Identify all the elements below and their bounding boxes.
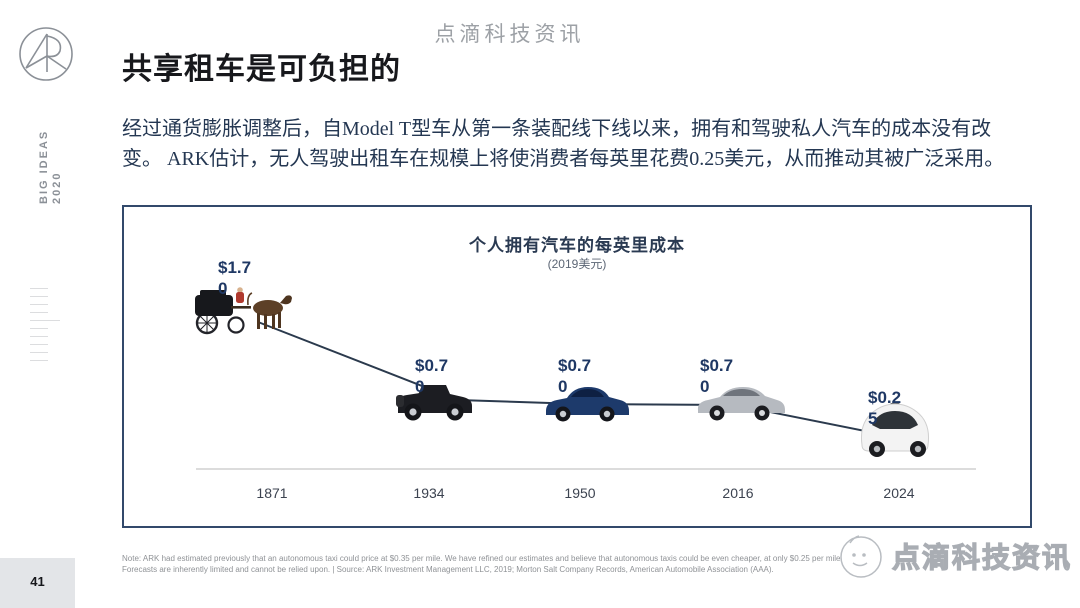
autonomous-pod-icon xyxy=(861,403,929,457)
page-title: 共享租车是可负担的 xyxy=(122,53,401,86)
header-watermark-text: 点滴科技资讯 xyxy=(434,22,585,46)
value-label-1950: $0.70 xyxy=(558,356,592,396)
footnote-line-1: Note: ARK had estimated previously that … xyxy=(122,554,843,563)
footnote: Note: ARK had estimated previously that … xyxy=(122,553,1052,575)
value-label-2016: $0.70 xyxy=(700,356,734,396)
page-number-box: 41 xyxy=(0,558,75,608)
droplet-face-logo-icon xyxy=(840,535,882,578)
x-tick-1950: 1950 xyxy=(564,485,596,501)
sidebar-lines-decoration xyxy=(30,288,60,368)
page-number: 41 xyxy=(30,573,45,589)
value-label-2024: $0.25 xyxy=(868,388,902,428)
modern-sedan-icon xyxy=(697,387,785,421)
chart-panel: 个人拥有汽车的每英里成本 (2019美元) xyxy=(122,205,1032,528)
vintage-car-icon xyxy=(396,385,472,421)
classic-sedan-icon xyxy=(546,387,629,422)
chart-subtitle: (2019美元) xyxy=(547,257,607,271)
brand-vertical-text: BIG IDEAS 2020 xyxy=(38,129,63,204)
x-tick-1871: 1871 xyxy=(256,485,288,501)
ark-logo-icon xyxy=(16,24,76,89)
cost-per-mile-line-chart xyxy=(195,287,976,470)
horse-carriage-icon xyxy=(195,287,292,335)
value-label-1934: $0.70 xyxy=(415,356,449,396)
value-label-1871: $1.70 xyxy=(218,258,252,298)
footnote-line-2: Forecasts are inherently limited and can… xyxy=(122,565,774,574)
footer-watermark-text: 点滴科技资讯 xyxy=(891,541,1073,573)
footer-watermark: 点滴科技资讯 xyxy=(836,531,1072,581)
x-tick-2024: 2024 xyxy=(883,485,915,501)
body-paragraph: 经过通货膨胀调整后，自Model T型车从第一条装配线下线以来，拥有和驾驶私人汽… xyxy=(122,118,1005,170)
chart-title: 个人拥有汽车的每英里成本 xyxy=(469,236,685,255)
x-tick-1934: 1934 xyxy=(413,485,445,501)
x-tick-2016: 2016 xyxy=(722,485,754,501)
